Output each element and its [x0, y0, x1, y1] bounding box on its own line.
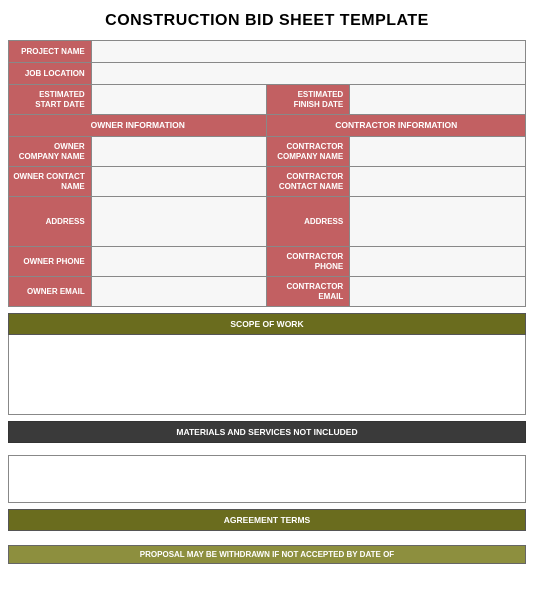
- owner-contact-field[interactable]: [91, 167, 267, 197]
- owner-address-label: ADDRESS: [9, 197, 92, 247]
- owner-contact-label: OWNER CONTACT NAME: [9, 167, 92, 197]
- header-table: PROJECT NAME JOB LOCATION ESTIMATED STAR…: [8, 40, 526, 307]
- owner-email-label: OWNER EMAIL: [9, 277, 92, 307]
- owner-address-field[interactable]: [91, 197, 267, 247]
- job-location-label: JOB LOCATION: [9, 63, 92, 85]
- project-name-field[interactable]: [91, 41, 525, 63]
- contractor-address-label: ADDRESS: [267, 197, 350, 247]
- owner-phone-field[interactable]: [91, 247, 267, 277]
- page-title: CONSTRUCTION BID SHEET TEMPLATE: [8, 12, 526, 30]
- proposal-withdraw-label: PROPOSAL MAY BE WITHDRAWN IF NOT ACCEPTE…: [8, 545, 526, 564]
- contractor-phone-field[interactable]: [350, 247, 526, 277]
- contractor-email-field[interactable]: [350, 277, 526, 307]
- owner-company-field[interactable]: [91, 137, 267, 167]
- contractor-email-label: CONTRACTOR EMAIL: [267, 277, 350, 307]
- contractor-company-label: CONTRACTOR COMPANY NAME: [267, 137, 350, 167]
- job-location-field[interactable]: [91, 63, 525, 85]
- owner-phone-label: OWNER PHONE: [9, 247, 92, 277]
- contractor-company-field[interactable]: [350, 137, 526, 167]
- contractor-contact-field[interactable]: [350, 167, 526, 197]
- contractor-contact-label: CONTRACTOR CONTACT NAME: [267, 167, 350, 197]
- project-name-label: PROJECT NAME: [9, 41, 92, 63]
- agreement-header: AGREEMENT TERMS: [8, 509, 526, 531]
- materials-header: MATERIALS AND SERVICES NOT INCLUDED: [8, 421, 526, 443]
- est-finish-label: ESTIMATED FINISH DATE: [267, 85, 350, 115]
- contractor-info-header: CONTRACTOR INFORMATION: [267, 115, 526, 137]
- est-finish-field[interactable]: [350, 85, 526, 115]
- scope-header: SCOPE OF WORK: [8, 313, 526, 335]
- contractor-address-field[interactable]: [350, 197, 526, 247]
- materials-field[interactable]: [8, 455, 526, 503]
- owner-info-header: OWNER INFORMATION: [9, 115, 267, 137]
- est-start-label: ESTIMATED START DATE: [9, 85, 92, 115]
- contractor-phone-label: CONTRACTOR PHONE: [267, 247, 350, 277]
- est-start-field[interactable]: [91, 85, 267, 115]
- owner-email-field[interactable]: [91, 277, 267, 307]
- scope-field[interactable]: [8, 335, 526, 415]
- owner-company-label: OWNER COMPANY NAME: [9, 137, 92, 167]
